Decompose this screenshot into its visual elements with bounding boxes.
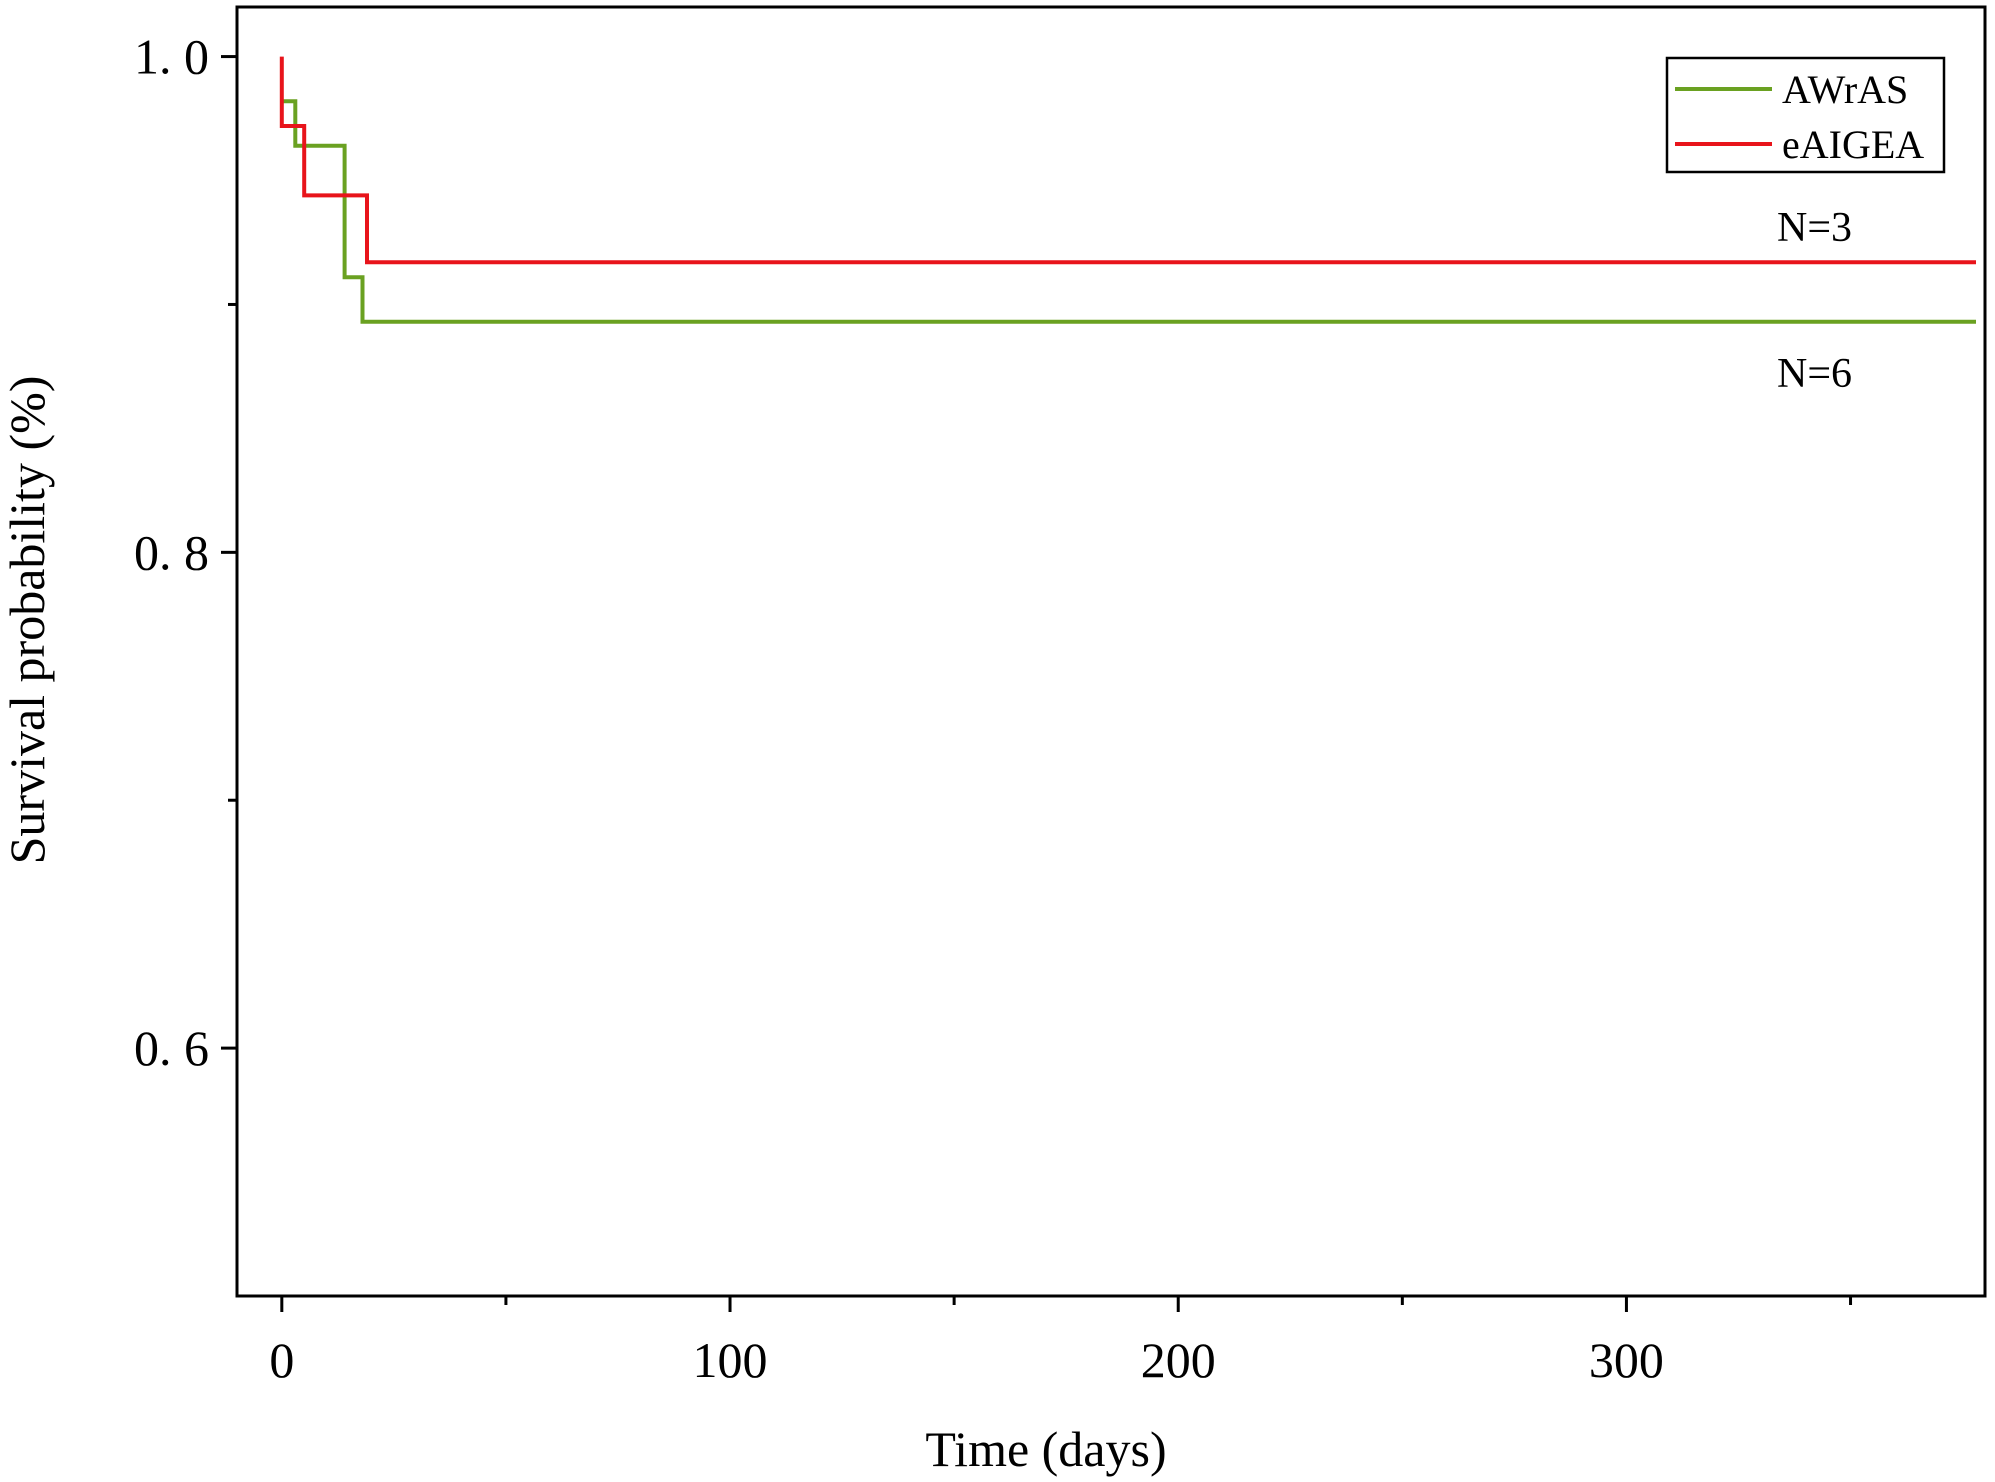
annotation-n3: N=3 (1777, 205, 1852, 251)
x-tick-label: 300 (1589, 1332, 1664, 1388)
legend: AWrAS eAIGEA (1665, 56, 1946, 174)
series-line-eaigea (279, 56, 1976, 265)
y-axis: 0. 6 0. 8 1. 0 (134, 29, 237, 1076)
x-axis-title: Time (days) (925, 1421, 1166, 1477)
legend-label-awras: AWrAS (1782, 67, 1908, 112)
y-tick-label: 0. 8 (134, 524, 209, 580)
legend-box (1665, 56, 1946, 174)
annotation-n6: N=6 (1777, 351, 1852, 397)
x-tick-label: 0 (269, 1332, 294, 1388)
legend-label-eaigea: eAIGEA (1782, 122, 1924, 167)
y-axis-title: Survival probability (%) (0, 376, 55, 865)
x-tick-label: 100 (693, 1332, 768, 1388)
series-layer (279, 56, 1976, 324)
x-tick-label: 200 (1141, 1332, 1216, 1388)
x-axis: 0 100 200 300 (269, 1296, 1853, 1388)
plot-frame (235, 5, 1987, 1298)
y-tick-label: 1. 0 (134, 29, 209, 85)
series-line-awras (281, 99, 1976, 324)
y-tick-label: 0. 6 (134, 1020, 209, 1076)
